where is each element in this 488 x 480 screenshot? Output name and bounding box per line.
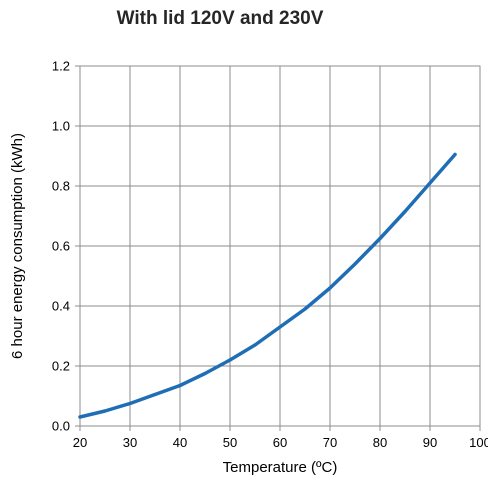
x-axis-label: Temperature (ºC) — [223, 459, 338, 476]
x-tick-label: 30 — [123, 435, 137, 450]
series-line — [78, 152, 457, 419]
data-point — [453, 152, 457, 157]
x-tick-label: 90 — [423, 435, 437, 450]
y-tick-label: 1.0 — [52, 119, 70, 134]
axes — [75, 65, 481, 431]
y-tick-label: 0.0 — [52, 419, 70, 434]
x-tick-label: 40 — [173, 435, 187, 450]
data-point — [103, 409, 107, 413]
data-point — [428, 181, 432, 185]
data-point — [278, 325, 282, 329]
y-tick-label: 0.6 — [52, 239, 70, 254]
chart-title: With lid 120V and 230V — [116, 8, 324, 29]
y-axis-label: 6 hour energy consumption (kWh) — [9, 133, 26, 359]
plot-border — [79, 65, 481, 427]
data-point — [303, 307, 307, 311]
x-tick-label: 50 — [223, 435, 237, 450]
data-point — [203, 371, 207, 376]
y-tick-label: 0.4 — [52, 299, 70, 314]
data-point — [253, 343, 257, 347]
data-point — [353, 262, 357, 266]
data-point — [178, 383, 182, 388]
data-point — [228, 358, 232, 362]
series-layer — [78, 152, 457, 419]
data-point — [128, 401, 132, 406]
y-tick-label: 1.2 — [52, 59, 70, 74]
y-tick-label: 0.2 — [52, 359, 70, 374]
x-tick-label: 20 — [73, 435, 87, 450]
data-point — [403, 209, 407, 214]
x-tick-label: 60 — [273, 435, 287, 450]
x-tick-label: 70 — [323, 435, 337, 450]
data-point — [328, 286, 332, 290]
x-tick-label: 100 — [469, 435, 488, 450]
data-point — [78, 415, 82, 419]
data-point — [153, 392, 157, 397]
tick-labels: 20 30 40 50 60 70 80 90 100 0.0 0.2 0.4 0.6 0.8 1.0 1.2 — [52, 59, 488, 451]
x-tick-label: 80 — [373, 435, 387, 450]
data-point — [378, 236, 382, 241]
y-tick-label: 0.8 — [52, 179, 70, 194]
